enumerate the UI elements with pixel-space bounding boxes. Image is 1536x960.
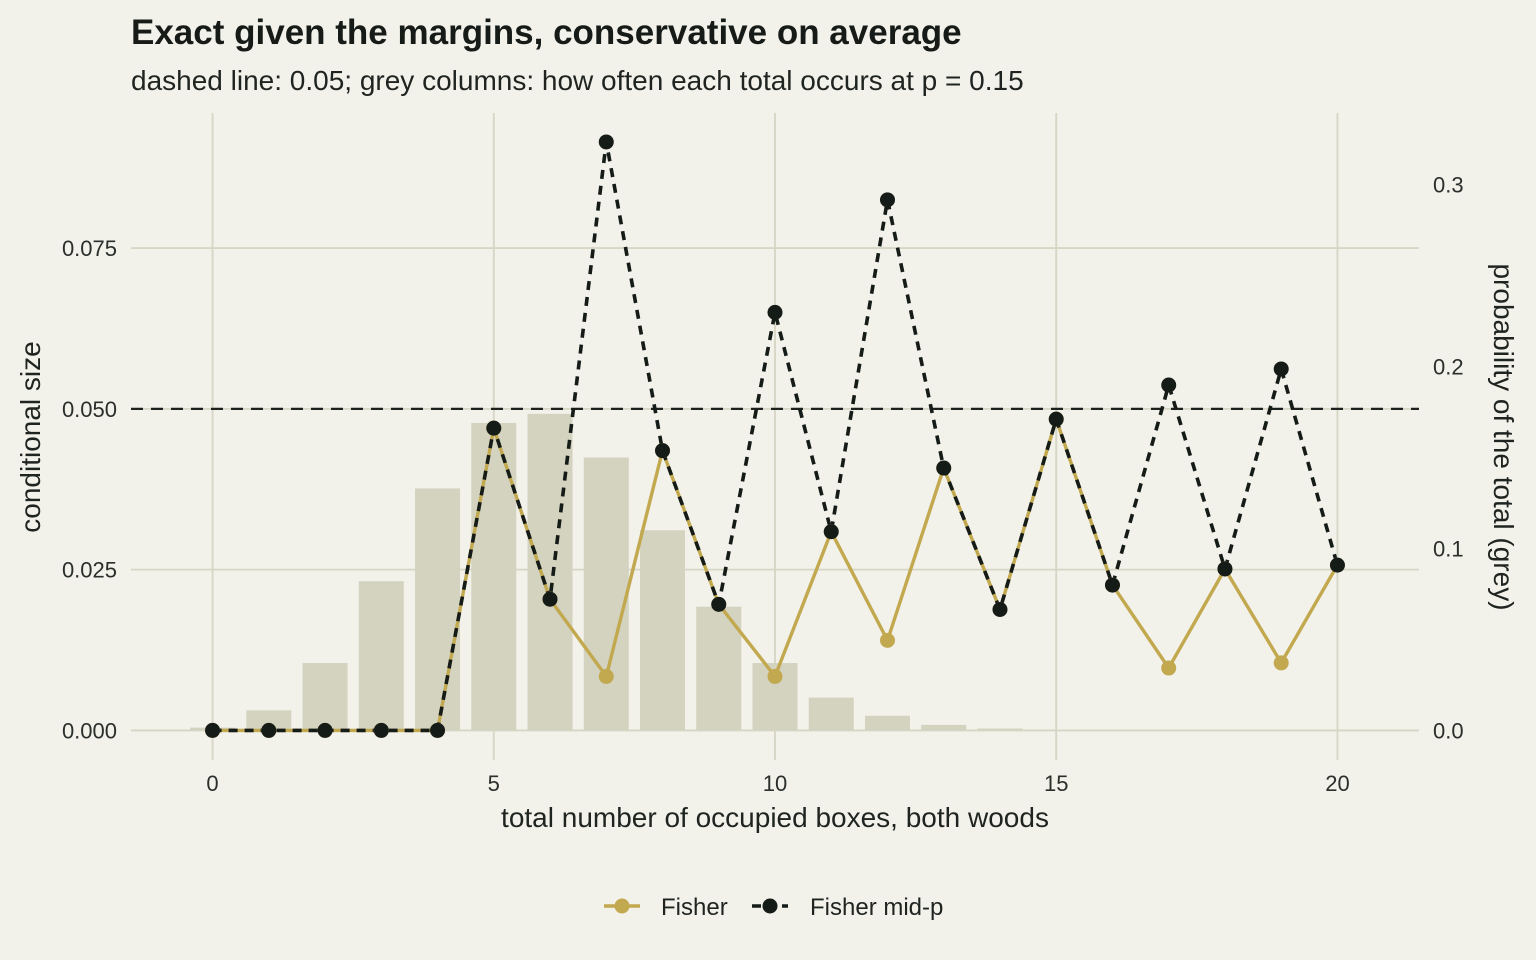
bar-7 [583, 457, 629, 731]
bar-11 [808, 697, 854, 731]
series-1-point-4 [430, 722, 446, 738]
series-0-point-12 [879, 632, 895, 648]
x-tick-label-3: 15 [1044, 771, 1068, 796]
series-1-point-9 [711, 596, 727, 612]
y2-axis-ticks: 0.0 0.1 0.2 0.3 [1433, 173, 1464, 744]
series-1-point-12 [879, 192, 895, 208]
series-1-point-3 [373, 722, 389, 738]
series-1-point-2 [317, 722, 333, 738]
series-1-point-8 [655, 443, 671, 459]
legend-label-1: Fisher mid-p [810, 894, 943, 921]
series-1-point-10 [767, 304, 783, 320]
series-1-point-13 [936, 460, 952, 476]
series-1-point-14 [992, 602, 1008, 618]
legend-label-0: Fisher [661, 894, 728, 921]
y-axis-ticks: 0.000 0.025 0.050 0.075 [62, 236, 117, 743]
bar-5 [471, 422, 517, 731]
y2-tick-label-3: 0.3 [1433, 173, 1464, 198]
y2-tick-label-0: 0.0 [1433, 718, 1464, 743]
y-tick-label-1: 0.025 [62, 558, 117, 583]
series-points [205, 134, 1345, 738]
y2-tick-label-2: 0.2 [1433, 355, 1464, 380]
y-tick-label-2: 0.050 [62, 397, 117, 422]
series-1-point-5 [486, 420, 502, 436]
y2-tick-label-1: 0.1 [1433, 536, 1464, 561]
series-1-point-15 [1048, 411, 1064, 427]
series-0-point-17 [1161, 660, 1177, 676]
series-1-point-17 [1161, 377, 1177, 393]
series-1-point-20 [1329, 557, 1345, 573]
bar-3 [358, 581, 404, 731]
bars [190, 413, 1023, 731]
series-1-point-6 [542, 591, 558, 607]
chart-title: Exact given the margins, conservative on… [131, 13, 962, 52]
x-tick-label-2: 10 [763, 771, 787, 796]
x-axis-title: total number of occupied boxes, both woo… [501, 802, 1049, 833]
bar-9 [696, 606, 742, 731]
x-tick-label-1: 5 [488, 771, 500, 796]
bar-14 [977, 728, 1023, 731]
bar-13 [921, 724, 967, 731]
series-0-point-19 [1273, 655, 1289, 671]
x-tick-label-0: 0 [206, 771, 218, 796]
series-0-point-10 [767, 668, 783, 684]
y-tick-label-0: 0.000 [62, 718, 117, 743]
y-tick-label-3: 0.075 [62, 236, 117, 261]
bar-8 [640, 530, 686, 731]
bar-6 [527, 413, 573, 731]
series-1-point-16 [1104, 577, 1120, 593]
series-1-point-11 [823, 524, 839, 540]
legend-key-point-0 [614, 898, 630, 914]
x-tick-label-4: 20 [1325, 771, 1349, 796]
series-0-point-7 [598, 668, 614, 684]
series-1-point-19 [1273, 361, 1289, 377]
bar-12 [864, 715, 910, 731]
bar-1 [246, 710, 292, 731]
series-1-point-1 [261, 722, 277, 738]
series-1-point-0 [205, 722, 221, 738]
bar-4 [415, 488, 461, 731]
bar-2 [302, 663, 348, 731]
legend: Fisher Fisher mid-p [604, 894, 943, 921]
series-1-point-7 [598, 134, 614, 150]
y-axis-title: conditional size [15, 341, 46, 532]
chart-subtitle: dashed line: 0.05; grey columns: how oft… [131, 65, 1024, 96]
grid [131, 113, 1419, 760]
legend-key-point-1 [762, 898, 778, 914]
series-1-point-18 [1217, 561, 1233, 577]
x-axis-ticks: 0 5 10 15 20 [206, 771, 1349, 796]
y2-axis-title: probability of the total (grey) [1488, 263, 1519, 610]
